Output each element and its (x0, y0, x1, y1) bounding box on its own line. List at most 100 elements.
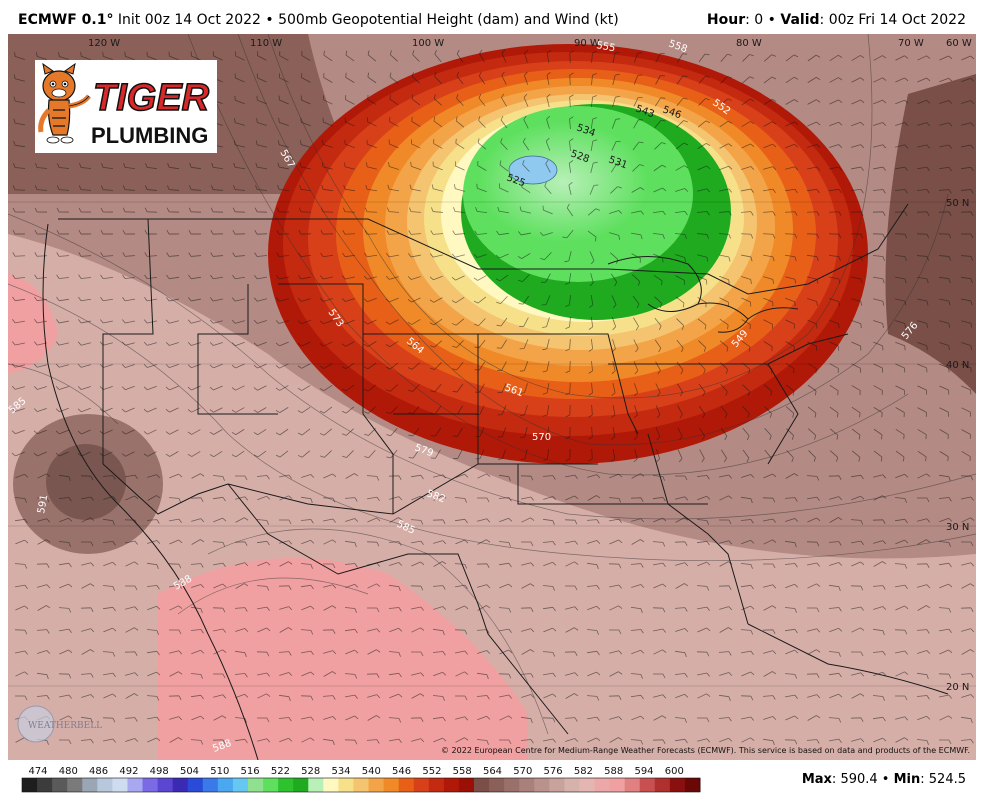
wind-barb-icon (611, 140, 621, 151)
wind-barb-icon (58, 541, 71, 547)
wind-barb-icon (407, 340, 421, 348)
wind-barb-icon (13, 96, 25, 104)
wind-barb-icon (455, 650, 468, 655)
wind-barb-icon (829, 298, 840, 306)
wind-barb-icon (235, 51, 245, 61)
wind-barb-icon (785, 694, 798, 699)
wind-barb-icon (521, 182, 531, 194)
wind-barb-icon (807, 406, 817, 418)
wind-barb-icon (344, 139, 355, 149)
lon-label-110w: 110 W (250, 38, 282, 49)
valid-label: Valid (780, 12, 820, 28)
wind-barb-icon (630, 606, 643, 614)
wind-barb-icon (498, 562, 512, 568)
wind-barb-icon (233, 118, 245, 126)
wind-barb-icon (213, 715, 227, 721)
wind-barb-icon (807, 496, 820, 501)
wind-barb-icon (432, 651, 446, 656)
wind-barb-icon (143, 407, 157, 413)
wind-barb-icon (763, 188, 776, 193)
wind-barb-icon (389, 496, 403, 501)
legend-swatch (232, 778, 249, 792)
wind-barb-icon (388, 162, 399, 170)
logo-word-plumbing: PLUMBING (91, 123, 208, 148)
lon-label-60w: 60 W (946, 38, 972, 49)
wind-barb-icon (456, 71, 464, 85)
wind-barb-icon (917, 144, 931, 149)
wind-barb-icon (320, 207, 334, 213)
wind-barb-icon (103, 496, 117, 500)
wind-barb-icon (763, 76, 777, 84)
wind-barb-icon (433, 606, 447, 610)
wind-barb-icon (190, 694, 204, 700)
wind-barb-icon (411, 495, 425, 501)
wind-barb-icon (740, 695, 754, 701)
wind-barb-icon (741, 737, 755, 743)
wind-barb-icon (562, 229, 574, 239)
wind-barb-icon (763, 341, 773, 352)
wind-barb-icon (209, 342, 223, 346)
wind-barb-icon (677, 427, 683, 441)
wind-barb-icon (297, 341, 311, 347)
contour-label: 555 (595, 40, 616, 54)
wind-barb-icon (37, 539, 51, 545)
wind-barb-icon (56, 185, 70, 191)
wind-barb-icon (543, 738, 556, 743)
wind-barb-icon (655, 75, 665, 85)
wind-barb-icon (655, 361, 661, 375)
wind-barb-icon (851, 627, 865, 633)
wind-barb-icon (433, 495, 447, 501)
wind-barb-icon (386, 427, 398, 437)
wind-barb-icon (454, 497, 467, 503)
wind-barb-icon (385, 362, 399, 370)
field-cutoff-core (46, 444, 126, 520)
wind-barb-icon (188, 207, 202, 213)
wind-barb-icon (720, 384, 728, 397)
wind-barb-icon (873, 99, 887, 105)
wind-barb-icon (276, 230, 290, 235)
model-name: ECMWF 0.1 (18, 12, 107, 28)
wind-barb-icon (674, 738, 688, 744)
wind-barb-icon (257, 495, 271, 501)
wind-barb-icon (477, 473, 491, 479)
wind-barb-icon (14, 563, 28, 569)
wind-barb-icon (938, 276, 951, 284)
wind-barb-icon (850, 211, 864, 216)
wind-barb-icon (300, 584, 314, 590)
wind-barb-icon (542, 585, 555, 591)
wind-barb-icon (190, 497, 204, 502)
wind-barb-icon (894, 497, 907, 503)
wind-barb-icon (784, 673, 798, 679)
wind-barb-icon (121, 341, 135, 346)
wind-barb-icon (257, 51, 267, 61)
wind-barb-icon (609, 210, 623, 214)
wind-barb-icon (103, 561, 117, 567)
wind-barb-icon (806, 254, 819, 262)
wind-barb-icon (323, 584, 337, 589)
wind-barb-icon (410, 717, 424, 722)
legend-label: 600 (665, 766, 684, 777)
wind-barb-icon (319, 341, 333, 347)
wind-barb-icon (476, 563, 490, 568)
wind-barb-icon (323, 473, 337, 479)
wind-barb-icon (411, 651, 424, 657)
wind-barb-icon (741, 188, 754, 193)
wind-barb-icon (718, 694, 731, 702)
wind-barb-icon (498, 607, 512, 613)
wind-barb-icon (916, 255, 929, 261)
wind-barb-icon (323, 716, 337, 720)
wind-barb-icon (389, 627, 403, 633)
wind-barb-icon (366, 475, 380, 481)
wind-barb-icon (894, 233, 908, 239)
wind-barb-icon (387, 184, 399, 192)
wind-barb-icon (829, 319, 840, 329)
wind-barb-icon (630, 497, 644, 502)
wind-barb-icon (322, 117, 333, 127)
wind-barb-icon (124, 51, 135, 61)
wind-barb-icon (762, 695, 776, 700)
valid-time: Hour: 0 • Valid: 00z Fri 14 Oct 2022 (706, 12, 966, 28)
legend-swatch (248, 778, 264, 792)
wind-barb-icon (499, 517, 513, 523)
wind-barb-icon (495, 253, 509, 259)
wind-barb-icon (451, 296, 465, 304)
